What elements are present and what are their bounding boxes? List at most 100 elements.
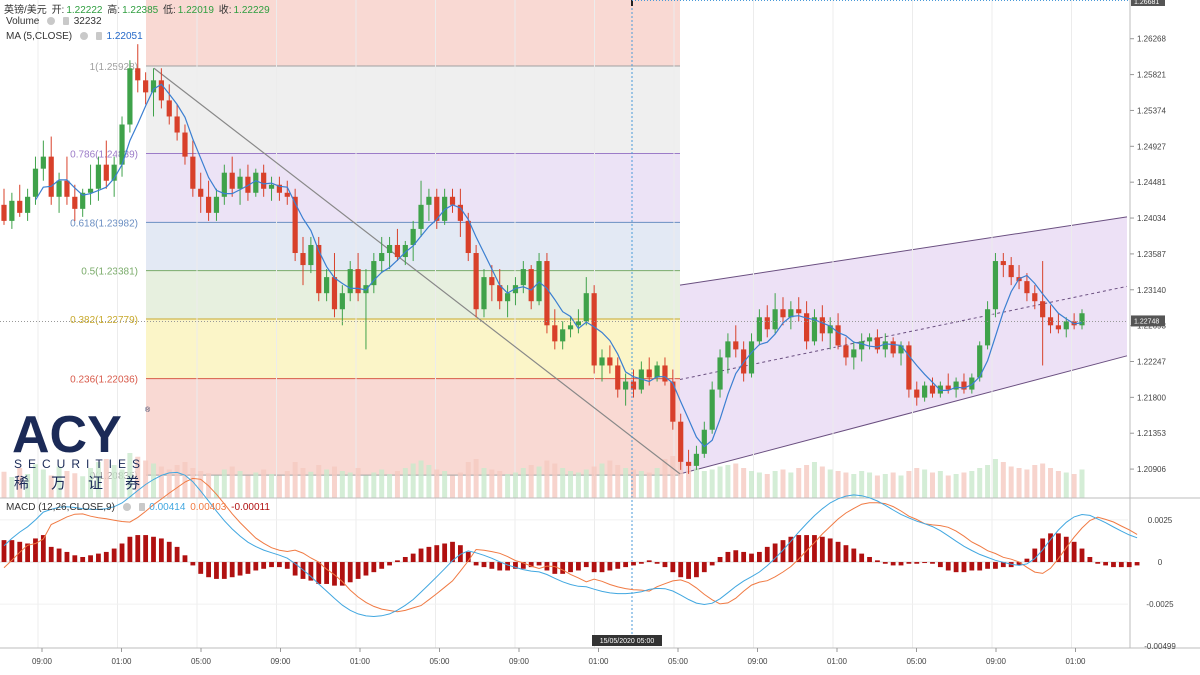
macd-histogram-bar [568, 562, 573, 573]
volume-bar [103, 459, 109, 498]
fib-band [146, 153, 680, 223]
candle-body [135, 68, 141, 81]
macd-histogram-bar [206, 562, 211, 578]
candle-body [48, 156, 54, 197]
macd-histogram-bar [1063, 536, 1069, 563]
macd-histogram-bar [953, 562, 959, 573]
time-tick-label: 09:00 [270, 657, 291, 666]
macd-tick-label: -0.00499 [1144, 642, 1176, 651]
candle-body [268, 184, 275, 189]
ma-value: 1.22051 [106, 31, 143, 42]
candle-body [40, 156, 46, 169]
price-tick-label: 1.20906 [1137, 465, 1166, 474]
volume-bar [623, 468, 629, 498]
macd-histogram-bar [182, 555, 188, 563]
macd-histogram-bar [442, 543, 448, 563]
volume-bar [615, 465, 621, 498]
time-tick-label: 05:00 [668, 657, 689, 666]
candle-body [1040, 301, 1046, 318]
price-tick-label: 1.21353 [1137, 429, 1166, 438]
macd-histogram-bar [9, 540, 15, 563]
macd-histogram-bar [40, 535, 46, 563]
macd-histogram-bar [725, 551, 731, 563]
delete-icon[interactable] [95, 32, 102, 41]
macd-histogram-bar [796, 535, 802, 563]
volume-bar [1032, 465, 1038, 498]
candle-body [190, 156, 196, 189]
macd-tick-label: 0.0025 [1148, 516, 1173, 525]
candle-body [693, 453, 700, 466]
settings-icon[interactable] [47, 17, 56, 26]
volume-bar [292, 462, 298, 498]
volume-bar [851, 474, 857, 498]
volume-bar [835, 471, 841, 498]
volume-bar [1040, 463, 1046, 498]
low-value: 1.22019 [177, 5, 214, 16]
price-tick-label: 1.23587 [1137, 250, 1166, 259]
macd-histogram-bar [1000, 562, 1006, 568]
candle-body [662, 365, 668, 382]
macd-histogram-bar [143, 535, 149, 563]
macd-histogram-bar [804, 535, 809, 563]
volume-header: Volume 32232 [6, 16, 104, 27]
volume-bar [977, 468, 983, 498]
settings-icon[interactable] [122, 503, 131, 512]
volume-bar [457, 472, 463, 498]
macd-histogram-bar [1071, 541, 1077, 563]
time-tick-label: 09:00 [747, 657, 768, 666]
candle-body [253, 172, 259, 193]
volume-bar [575, 472, 581, 498]
candle-body [504, 293, 511, 302]
volume-bar [552, 463, 558, 498]
candle-body [1000, 261, 1006, 266]
macd-header: MACD (12,26,CLOSE,9) 0.00414 0.00403 -0.… [6, 502, 272, 513]
candle-body [394, 244, 401, 258]
macd-histogram-bar [135, 535, 141, 563]
volume-bar [985, 465, 991, 498]
candle-body [843, 345, 849, 358]
volume-bar [560, 468, 566, 498]
candle-body [449, 196, 456, 205]
volume-bar [528, 465, 534, 498]
price-tick-label: 1.26268 [1137, 35, 1166, 44]
delete-icon[interactable] [138, 503, 145, 512]
macd-histogram-bar [158, 538, 164, 563]
macd-histogram-bar [214, 562, 219, 579]
candle-body [685, 461, 692, 466]
candle-body [221, 172, 227, 197]
candle-body [764, 317, 770, 330]
volume-bar [843, 472, 849, 498]
volume-bar [418, 460, 424, 498]
candle-body [898, 345, 904, 354]
volume-bar [95, 462, 101, 498]
time-tick-label: 01:00 [1065, 657, 1086, 666]
candle-body [670, 381, 676, 422]
macd-histogram-bar [709, 562, 715, 566]
macd-histogram-bar [780, 540, 786, 563]
volume-bar [261, 469, 267, 498]
volume-bar [874, 475, 880, 498]
fib-level-label: 1(1.25928) [90, 62, 138, 73]
delete-icon[interactable] [62, 17, 69, 26]
fib-band [146, 318, 680, 379]
candle-body [143, 80, 149, 93]
macd-histogram-bar [497, 562, 503, 571]
settings-icon[interactable] [79, 32, 88, 41]
volume-bar [387, 474, 393, 498]
candle-body [623, 381, 629, 390]
fib-band [146, 378, 680, 476]
candle-body [890, 341, 896, 354]
candle-body [316, 244, 322, 294]
close-value: 1.22229 [233, 5, 270, 16]
trend-line [153, 67, 681, 475]
candle-body [528, 269, 534, 302]
candle-body [717, 357, 723, 390]
macd-histogram-bar [363, 562, 369, 576]
macd-histogram-bar [819, 536, 825, 563]
ohlc-header: 英镑/美元 开: 1.22222 高: 1.22385 低: 1.22019 收: 1.… [4, 1, 272, 16]
candle-body [473, 253, 479, 310]
candle-body [457, 204, 463, 221]
candle-body [9, 200, 15, 221]
candle-body [552, 325, 558, 342]
